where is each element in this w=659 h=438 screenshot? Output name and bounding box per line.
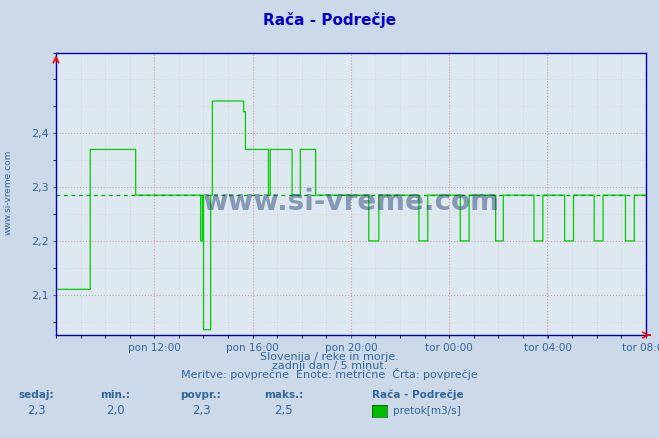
Text: Slovenija / reke in morje.: Slovenija / reke in morje. bbox=[260, 352, 399, 362]
Text: pretok[m3/s]: pretok[m3/s] bbox=[393, 406, 461, 416]
Text: 2,5: 2,5 bbox=[274, 404, 293, 417]
Text: www.si-vreme.com: www.si-vreme.com bbox=[202, 188, 500, 216]
Text: sedaj:: sedaj: bbox=[18, 390, 54, 400]
Text: zadnji dan / 5 minut.: zadnji dan / 5 minut. bbox=[272, 361, 387, 371]
Text: Rača - Podrečje: Rača - Podrečje bbox=[372, 390, 464, 400]
Text: www.si-vreme.com: www.si-vreme.com bbox=[3, 150, 13, 235]
Text: Rača - Podrečje: Rača - Podrečje bbox=[263, 12, 396, 28]
Text: 2,3: 2,3 bbox=[27, 404, 45, 417]
Text: min.:: min.: bbox=[100, 390, 130, 400]
Text: 2,3: 2,3 bbox=[192, 404, 210, 417]
Text: maks.:: maks.: bbox=[264, 390, 303, 400]
Text: Meritve: povprečne  Enote: metrične  Črta: povprečje: Meritve: povprečne Enote: metrične Črta:… bbox=[181, 368, 478, 381]
Text: povpr.:: povpr.: bbox=[181, 390, 221, 400]
Text: 2,0: 2,0 bbox=[106, 404, 125, 417]
